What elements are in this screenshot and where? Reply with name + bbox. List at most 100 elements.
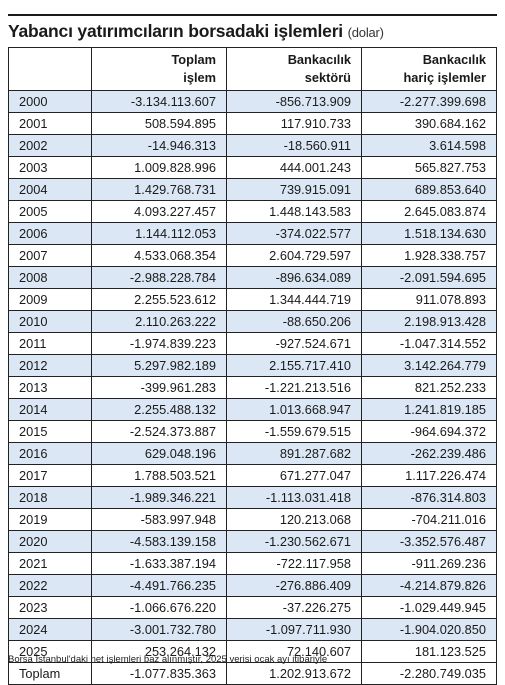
total-cell: 1.009.828.996 (91, 156, 227, 179)
nonbanking-cell: 181.123.525 (361, 640, 497, 663)
year-cell: 2016 (8, 442, 92, 465)
year-cell: 2023 (8, 596, 92, 619)
year-cell: 2017 (8, 464, 92, 487)
total-row: Toplam -1.077.835.363 1.202.913.672 -2.280.… (8, 662, 497, 685)
nonbanking-cell: 2.198.913.428 (361, 310, 497, 333)
nonbanking-cell: -2.280.749.035 (361, 662, 497, 685)
total-cell: -4.491.766.235 (91, 574, 227, 597)
table-row: 2007 4.533.068.354 2.604.729.597 1.928.338.… (8, 244, 497, 267)
banking-cell: -1.113.031.418 (226, 486, 362, 509)
nonbanking-cell: 911.078.893 (361, 288, 497, 311)
year-cell: 2024 (8, 618, 92, 641)
banking-cell: 2.604.729.597 (226, 244, 362, 267)
nonbanking-cell: -876.314.803 (361, 486, 497, 509)
table-row: 2004 1.429.768.731 739.915.091 689.853.640 (8, 178, 497, 201)
banking-cell: -37.226.275 (226, 596, 362, 619)
banking-cell: -722.117.958 (226, 552, 362, 575)
nonbanking-cell: 1.117.226.474 (361, 464, 497, 487)
table-row: 2019 -583.997.948 120.213.068 -704.211.016 (8, 508, 497, 531)
nonbanking-cell: -911.269.236 (361, 552, 497, 575)
nonbanking-cell: -262.239.486 (361, 442, 497, 465)
total-cell: -1.633.387.194 (91, 552, 227, 575)
banking-cell: 72.140.607 (226, 640, 362, 663)
table-row: 2001 508.594.895 117.910.733 390.684.162 (8, 112, 497, 135)
total-cell: 629.048.196 (91, 442, 227, 465)
nonbanking-cell: 689.853.640 (361, 178, 497, 201)
header-banking-line2: sektörü (304, 70, 351, 85)
total-cell: -4.583.139.158 (91, 530, 227, 553)
table-row: 2003 1.009.828.996 444.001.243 565.827.753 (8, 156, 497, 179)
year-cell: 2014 (8, 398, 92, 421)
total-cell: -1.077.835.363 (91, 662, 227, 685)
year-cell: Toplam (8, 662, 92, 685)
year-cell: 2009 (8, 288, 92, 311)
year-cell: 2005 (8, 200, 92, 223)
total-cell: -1.066.676.220 (91, 596, 227, 619)
table-body: 2000 -3.134.113.607 -856.713.909 -2.277.399… (8, 90, 497, 685)
year-cell: 2021 (8, 552, 92, 575)
banking-cell: -1.097.711.930 (226, 618, 362, 641)
total-cell: 1.144.112.053 (91, 222, 227, 245)
nonbanking-cell: -4.214.879.826 (361, 574, 497, 597)
total-cell: 253.264.132 (91, 640, 227, 663)
total-cell: -3.001.732.780 (91, 618, 227, 641)
header-total: Toplam işlem (91, 47, 227, 91)
nonbanking-cell: 821.252.233 (361, 376, 497, 399)
table-row: 2005 4.093.227.457 1.448.143.583 2.645.083.… (8, 200, 497, 223)
nonbanking-cell: -1.029.449.945 (361, 596, 497, 619)
year-cell: 2003 (8, 156, 92, 179)
banking-cell: 1.344.444.719 (226, 288, 362, 311)
title-unit: (dolar) (347, 25, 384, 40)
nonbanking-cell: -2.277.399.698 (361, 90, 497, 113)
total-cell: 508.594.895 (91, 112, 227, 135)
total-cell: -2.524.373.887 (91, 420, 227, 443)
table-row: 2002 -14.946.313 -18.560.911 3.614.598 (8, 134, 497, 157)
total-cell: 2.255.488.132 (91, 398, 227, 421)
table-row: 2017 1.788.503.521 671.277.047 1.117.226.47… (8, 464, 497, 487)
table-row: 2012 5.297.982.189 2.155.717.410 3.142.264.… (8, 354, 497, 377)
year-cell: 2001 (8, 112, 92, 135)
title-rule (8, 14, 497, 16)
year-cell: 2020 (8, 530, 92, 553)
table-row: 2013 -399.961.283 -1.221.213.516 821.252.23… (8, 376, 497, 399)
year-cell: 2011 (8, 332, 92, 355)
banking-cell: 739.915.091 (226, 178, 362, 201)
total-cell: -2.988.228.784 (91, 266, 227, 289)
year-cell: 2013 (8, 376, 92, 399)
table-row: 2009 2.255.523.612 1.344.444.719 911.078.89… (8, 288, 497, 311)
banking-cell: 1.448.143.583 (226, 200, 362, 223)
nonbanking-cell: 3.142.264.779 (361, 354, 497, 377)
banking-cell: 2.155.717.410 (226, 354, 362, 377)
total-cell: 4.093.227.457 (91, 200, 227, 223)
total-cell: -399.961.283 (91, 376, 227, 399)
banking-cell: -374.022.577 (226, 222, 362, 245)
nonbanking-cell: 2.645.083.874 (361, 200, 497, 223)
banking-cell: -856.713.909 (226, 90, 362, 113)
total-cell: 2.110.263.222 (91, 310, 227, 333)
header-row: Toplam işlem Bankacılık sektörü Bankacıl… (8, 47, 497, 91)
nonbanking-cell: -964.694.372 (361, 420, 497, 443)
title-text: Yabancı yatırımcıların borsadaki işlemle… (8, 21, 343, 41)
banking-cell: -18.560.911 (226, 134, 362, 157)
year-cell: 2006 (8, 222, 92, 245)
banking-cell: 671.277.047 (226, 464, 362, 487)
total-cell: 5.297.982.189 (91, 354, 227, 377)
year-cell: 2008 (8, 266, 92, 289)
table-row: 2024 -3.001.732.780 -1.097.711.930 -1.904.0… (8, 618, 497, 641)
banking-cell: -896.634.089 (226, 266, 362, 289)
table-row: 2022 -4.491.766.235 -276.886.409 -4.214.879… (8, 574, 497, 597)
year-cell: 2019 (8, 508, 92, 531)
total-cell: -1.989.346.221 (91, 486, 227, 509)
total-cell: -583.997.948 (91, 508, 227, 531)
nonbanking-cell: 390.684.162 (361, 112, 497, 135)
header-nonbanking-line2: hariç işlemler (403, 70, 486, 85)
nonbanking-cell: -1.047.314.552 (361, 332, 497, 355)
footnote: Borsa İstanbul'daki net işlemleri baz al… (8, 654, 328, 665)
banking-cell: 120.213.068 (226, 508, 362, 531)
table-row: 2014 2.255.488.132 1.013.668.947 1.241.819.… (8, 398, 497, 421)
year-cell: 2010 (8, 310, 92, 333)
banking-cell: 444.001.243 (226, 156, 362, 179)
nonbanking-cell: 565.827.753 (361, 156, 497, 179)
table-row: 2008 -2.988.228.784 -896.634.089 -2.091.594… (8, 266, 497, 289)
year-cell: 2004 (8, 178, 92, 201)
